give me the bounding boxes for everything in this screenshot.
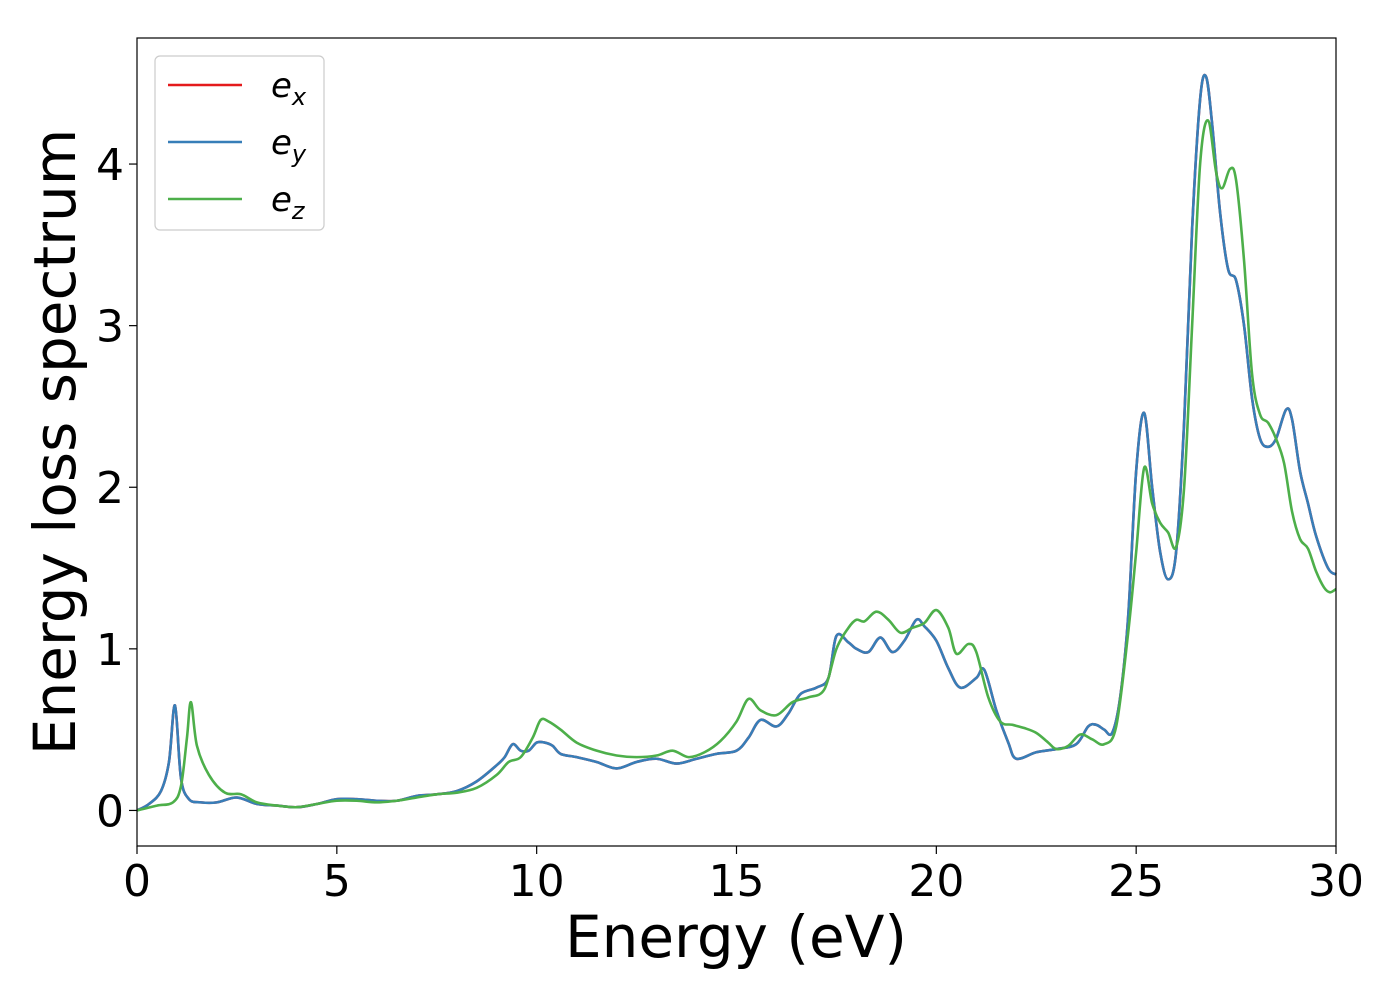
y-tick-label: 1 (96, 625, 124, 676)
y-axis: 0 1 2 3 4 (96, 140, 137, 837)
x-axis: 0 5 10 15 20 25 30 (123, 846, 1364, 907)
y-tick-label: 0 (96, 786, 124, 837)
series-line-e-z (136, 119, 1337, 812)
x-tick-label: 0 (123, 856, 151, 907)
x-tick-label: 20 (908, 856, 964, 907)
y-tick-label: 2 (96, 463, 124, 514)
x-tick-label: 15 (709, 856, 765, 907)
y-tick-label: 4 (96, 140, 124, 191)
y-axis-title: Energy loss spectrum (21, 129, 89, 755)
x-tick-label: 5 (323, 856, 351, 907)
x-tick-label: 10 (509, 856, 565, 907)
x-tick-label: 30 (1308, 856, 1364, 907)
y-tick-label: 3 (96, 302, 124, 353)
x-tick-label: 25 (1108, 856, 1164, 907)
x-axis-title: Energy (eV) (565, 903, 907, 971)
series-layer (136, 73, 1337, 812)
plot-background (137, 38, 1336, 846)
